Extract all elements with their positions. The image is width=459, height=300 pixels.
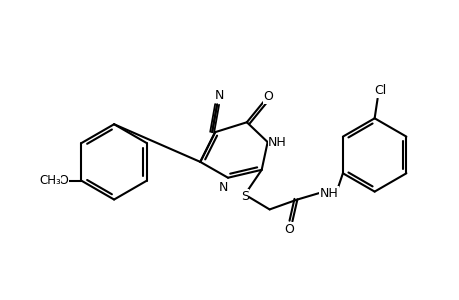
Text: NH: NH — [268, 136, 286, 148]
Text: N: N — [218, 181, 227, 194]
Text: CH₃: CH₃ — [39, 174, 61, 187]
Text: N: N — [214, 89, 223, 102]
Text: Cl: Cl — [374, 84, 386, 97]
Text: O: O — [263, 90, 273, 103]
Text: O: O — [284, 223, 294, 236]
Text: NH: NH — [319, 187, 338, 200]
Text: S: S — [241, 190, 248, 203]
Text: O: O — [59, 174, 68, 187]
